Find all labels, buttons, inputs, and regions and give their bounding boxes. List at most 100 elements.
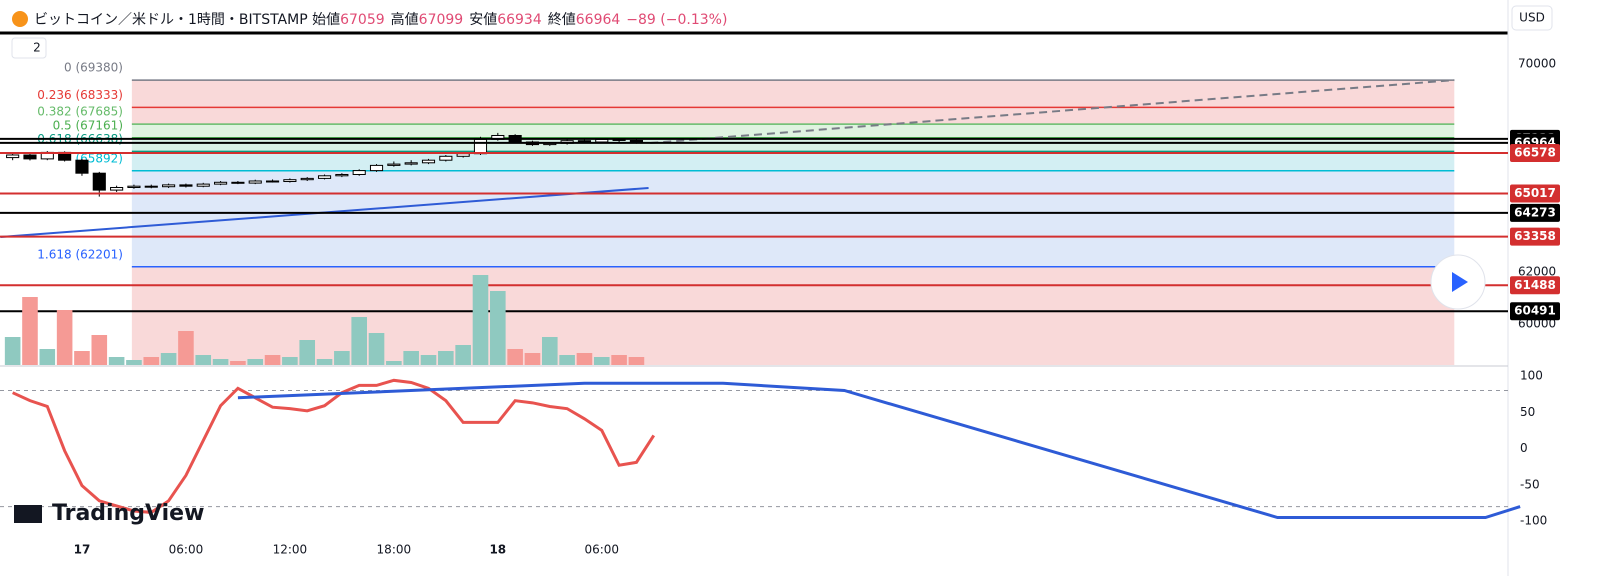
low-label: 安値 [469, 12, 498, 28]
fib-label: 1.618 (62201) [37, 247, 123, 261]
candle-body [92, 172, 106, 191]
candle-body [127, 185, 141, 188]
header: ビットコイン／米ドル・1時間・BITSTAMP 始値67059 高値67099 安値… [12, 9, 733, 29]
volume-bar [611, 355, 627, 365]
change: −89 (−0.13%) [626, 12, 728, 28]
price-tag-label: 61488 [1514, 278, 1556, 292]
candle-body [162, 184, 176, 188]
brand-logo [14, 505, 42, 523]
fib-zone [131, 151, 1455, 171]
y-tick-label: 100 [1520, 368, 1543, 382]
price-tag [1510, 227, 1560, 246]
high-label: 高値 [390, 12, 419, 28]
candle-body [110, 186, 124, 191]
y-tick-label: 62000 [1518, 264, 1556, 278]
price-tag-label: 60491 [1514, 304, 1556, 318]
candle-body [352, 170, 366, 175]
candle-body [265, 180, 280, 183]
fib-label: 0.5 (67161) [53, 118, 123, 132]
volume-bar [507, 349, 523, 365]
candle-body [404, 162, 418, 165]
volume-bar [299, 340, 316, 365]
volume-bar [126, 360, 142, 365]
x-tick-label: 12:00 [273, 543, 308, 557]
indicator-toggle[interactable] [11, 37, 47, 59]
x-tick-label: 18:00 [377, 543, 412, 557]
y-tick-label: -100 [1520, 514, 1547, 528]
candle-body [421, 159, 436, 164]
price-tag [1510, 203, 1560, 222]
fib-label: 0.382 (67685) [37, 105, 123, 119]
candle-body [317, 175, 332, 179]
volume-bar [212, 359, 229, 365]
candle-body [231, 181, 245, 184]
fib-label: 0 (69380) [64, 61, 123, 75]
fib-label: 0.236 (68333) [37, 88, 123, 102]
volume-bar [230, 361, 246, 365]
candle-body [75, 159, 89, 174]
fib-zone [131, 137, 1455, 152]
volume-bar [438, 351, 454, 365]
play-icon [1452, 272, 1468, 292]
candle-body [248, 180, 262, 184]
volume-bar [39, 349, 56, 365]
volume-bar [490, 291, 506, 365]
volume-bar [143, 357, 160, 365]
volume-bar [316, 359, 333, 365]
volume-bar [351, 317, 367, 365]
candle-body [387, 163, 401, 166]
volume-bar [628, 357, 645, 365]
currency-button[interactable] [1511, 5, 1553, 31]
currency: USD [1519, 11, 1545, 25]
low-value: 66934 [497, 12, 542, 28]
price-tag [1510, 143, 1560, 162]
close-value: 66964 [575, 12, 621, 28]
oscillator-line [237, 381, 1521, 520]
volume-bar [160, 353, 177, 365]
overlay-line [650, 79, 1455, 144]
y-tick-label: 70000 [1518, 56, 1556, 70]
open-value: 67059 [340, 12, 385, 28]
candle-body [283, 179, 297, 183]
volume-bar [264, 355, 281, 365]
volume-bar [576, 353, 593, 365]
y-tick-label: 0 [1520, 441, 1528, 455]
coin-icon [12, 11, 28, 27]
fib-zone [131, 266, 1455, 365]
indicator-count: 2 [33, 41, 41, 55]
candle-body [300, 177, 314, 181]
volume-bar [108, 357, 125, 365]
candle-body [473, 138, 488, 155]
plot: 0 (69380) 0.236 (68333) 0.382 (67685)0.5 (… [0, 56, 1560, 557]
volume-bar [524, 353, 541, 365]
candle-body [369, 164, 384, 172]
price-tag [1510, 184, 1560, 203]
close-label: 終値 [547, 12, 576, 28]
y-tick-label: 50 [1520, 405, 1535, 419]
price-tag-label: 64273 [1514, 205, 1556, 219]
candle-body [439, 155, 453, 161]
volume-bar [178, 331, 194, 365]
price-tag [1510, 302, 1560, 321]
candle-body [335, 173, 349, 177]
x-tick-label: 18 [489, 543, 506, 557]
brand: TradingView [52, 501, 204, 526]
candle-body [214, 181, 228, 185]
volume-bar [74, 351, 90, 365]
candle-body [196, 183, 210, 187]
fib-zone [131, 107, 1455, 125]
volume-bar [420, 355, 437, 365]
volume-bar [541, 337, 558, 365]
oscillator-line [12, 378, 656, 514]
candle-body [577, 140, 592, 143]
volume-bar [455, 345, 471, 365]
volume-bar [282, 357, 298, 365]
volume-bar [22, 297, 38, 365]
fib-zone [131, 170, 1455, 267]
volume-bar [195, 355, 212, 365]
candle-body [23, 154, 37, 160]
price-tag [1510, 276, 1560, 295]
candle-body [6, 154, 20, 159]
x-tick-label: 17 [74, 543, 91, 557]
volume-bar [4, 337, 21, 365]
